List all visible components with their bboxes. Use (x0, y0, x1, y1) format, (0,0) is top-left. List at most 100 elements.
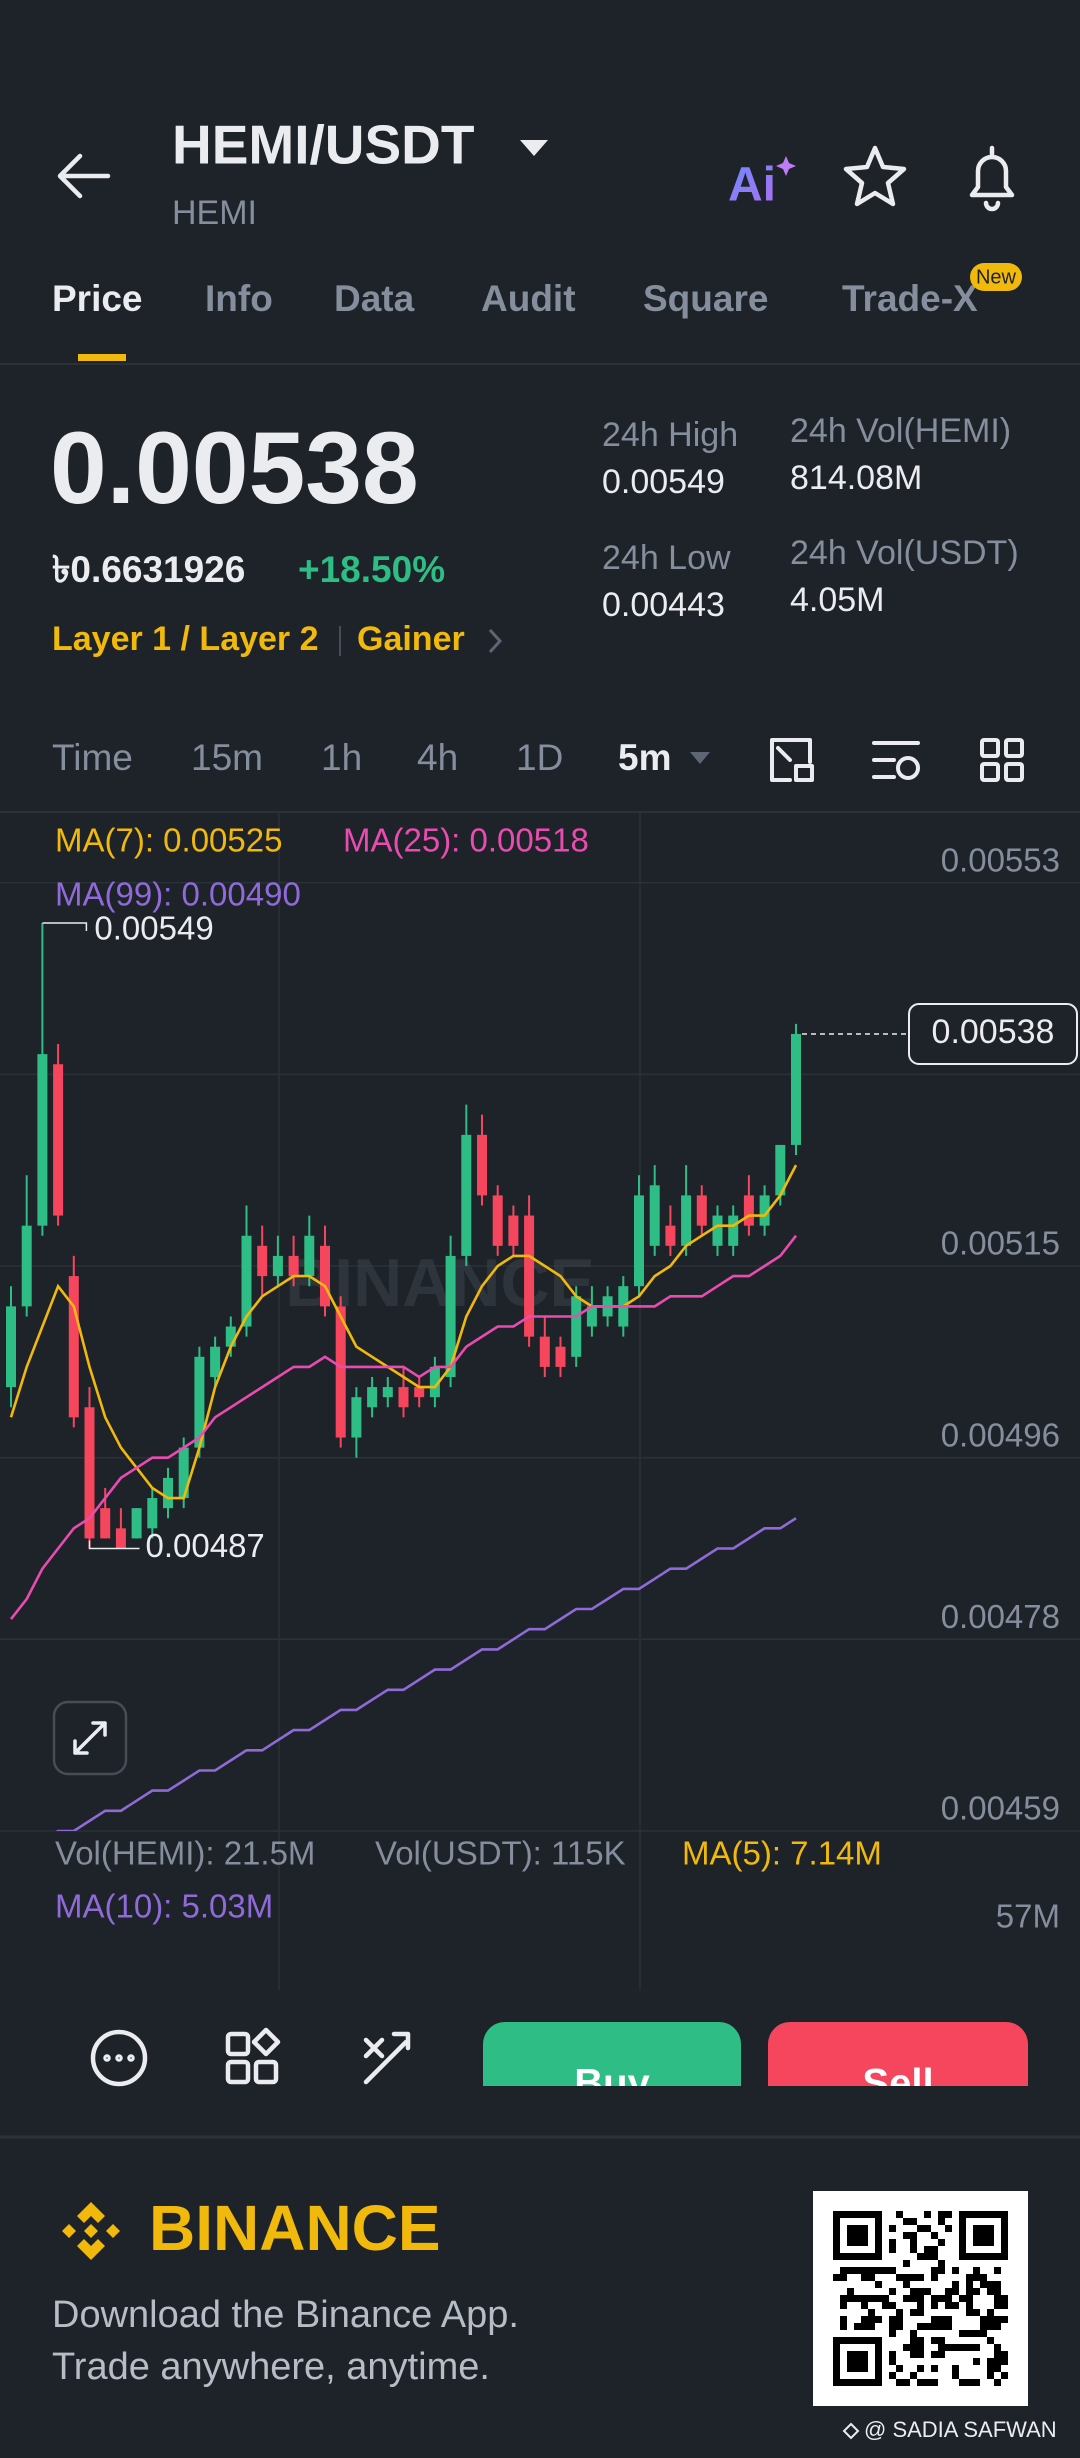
candle-body (665, 1225, 676, 1246)
qr-module (896, 2309, 903, 2316)
widgets-button[interactable] (225, 2027, 281, 2085)
qr-module (889, 2302, 896, 2309)
buy-label[interactable]: Buy (574, 2062, 650, 2106)
depth-icon[interactable] (770, 738, 814, 782)
qr-module (854, 2337, 861, 2344)
qr-module (994, 2281, 1001, 2288)
sell-button[interactable] (768, 2022, 1028, 2132)
qr-module (840, 2211, 847, 2218)
pair-dropdown[interactable] (520, 140, 548, 156)
interval[interactable]: 15m (191, 737, 263, 778)
qr-module (938, 2316, 945, 2323)
qr-module (1001, 2358, 1008, 2365)
qr-module (861, 2302, 868, 2309)
qr-module (917, 2365, 924, 2372)
tag[interactable]: Layer 1 / Layer 2 (52, 620, 319, 658)
interval[interactable]: 4h (417, 737, 458, 778)
qr-module (924, 2253, 931, 2260)
candle-body (382, 1387, 393, 1398)
sell-label[interactable]: Sell (862, 2062, 933, 2106)
qr-module (903, 2281, 910, 2288)
qr-module (847, 2232, 854, 2239)
volume-legend: MA(5): 7.14M (682, 1835, 882, 1872)
ai-button[interactable]: Ai (728, 159, 776, 212)
qr-module (847, 2239, 854, 2246)
more-button[interactable] (90, 2029, 148, 2087)
qr-module (896, 2365, 903, 2372)
qr-module (931, 2232, 938, 2239)
interval-dropdown[interactable] (690, 752, 710, 764)
candle-body (634, 1195, 644, 1287)
qr-module (896, 2323, 903, 2330)
pair-title[interactable]: HEMI/USDT (172, 114, 475, 176)
candle-body (115, 1528, 126, 1549)
tab[interactable]: Price (52, 278, 143, 319)
qr-module (924, 2379, 931, 2386)
qr-module (833, 2365, 840, 2372)
candle-body (791, 1033, 801, 1145)
alert-button[interactable] (969, 145, 1015, 212)
favorite-button[interactable] (843, 145, 907, 207)
indicator-icon[interactable] (872, 741, 920, 780)
qr-module (833, 2379, 840, 2386)
qr-module (833, 2337, 840, 2344)
qr-module (896, 2211, 903, 2218)
qr-module (854, 2323, 861, 2330)
interval[interactable]: 5m (618, 737, 671, 778)
qr-module (854, 2379, 861, 2386)
qr-module (868, 2295, 875, 2302)
qr-module (966, 2309, 973, 2316)
qr-module (924, 2288, 931, 2295)
qr-module (917, 2295, 924, 2302)
stat-value: 0.00443 (602, 586, 725, 624)
qr-module (952, 2281, 959, 2288)
qr-module (952, 2288, 959, 2295)
back-button[interactable] (57, 153, 111, 199)
qr-module (833, 2218, 840, 2225)
qr-module (980, 2323, 987, 2330)
qr-module (910, 2239, 917, 2246)
interval[interactable]: 1D (516, 737, 563, 778)
qr-module (875, 2337, 882, 2344)
qr-module (994, 2253, 1001, 2260)
qr-module (994, 2344, 1001, 2351)
tab[interactable]: Data (334, 278, 415, 319)
ma-line (9, 1164, 798, 1500)
qr-module (903, 2274, 910, 2281)
qr-module (875, 2316, 882, 2323)
qr-module (840, 2302, 847, 2309)
qr-module (994, 2295, 1001, 2302)
qr-module (875, 2295, 882, 2302)
candle-body (539, 1336, 550, 1367)
layout-icon[interactable] (980, 738, 1024, 782)
qr-module (882, 2295, 889, 2302)
qr-module (945, 2316, 952, 2323)
volume-scale: 57M (996, 1898, 1060, 1935)
qr-module (875, 2218, 882, 2225)
qr-module (889, 2246, 896, 2253)
qr-module (980, 2239, 987, 2246)
qr-module (854, 2225, 861, 2232)
qr-module (973, 2288, 980, 2295)
tab[interactable]: Square (643, 278, 768, 319)
qr-module (875, 2281, 882, 2288)
interval[interactable]: 1h (321, 737, 362, 778)
candle-body (194, 1356, 205, 1448)
qr-module (896, 2316, 903, 2323)
candle-body (163, 1477, 173, 1509)
tools-button[interactable] (363, 2031, 411, 2085)
buy-button[interactable] (483, 2022, 741, 2132)
qr-module (917, 2323, 924, 2330)
qr-module (924, 2246, 931, 2253)
qr-module (854, 2295, 861, 2302)
qr-module (987, 2253, 994, 2260)
interval[interactable]: Time (52, 737, 133, 778)
qr-module (973, 2239, 980, 2246)
tab[interactable]: Trade-X (842, 278, 978, 319)
qr-module (854, 2351, 861, 2358)
tab[interactable]: Audit (481, 278, 576, 319)
tab[interactable]: Info (205, 278, 273, 319)
candle-body (241, 1235, 252, 1327)
qr-module (910, 2218, 917, 2225)
tag[interactable]: Gainer (357, 620, 465, 658)
